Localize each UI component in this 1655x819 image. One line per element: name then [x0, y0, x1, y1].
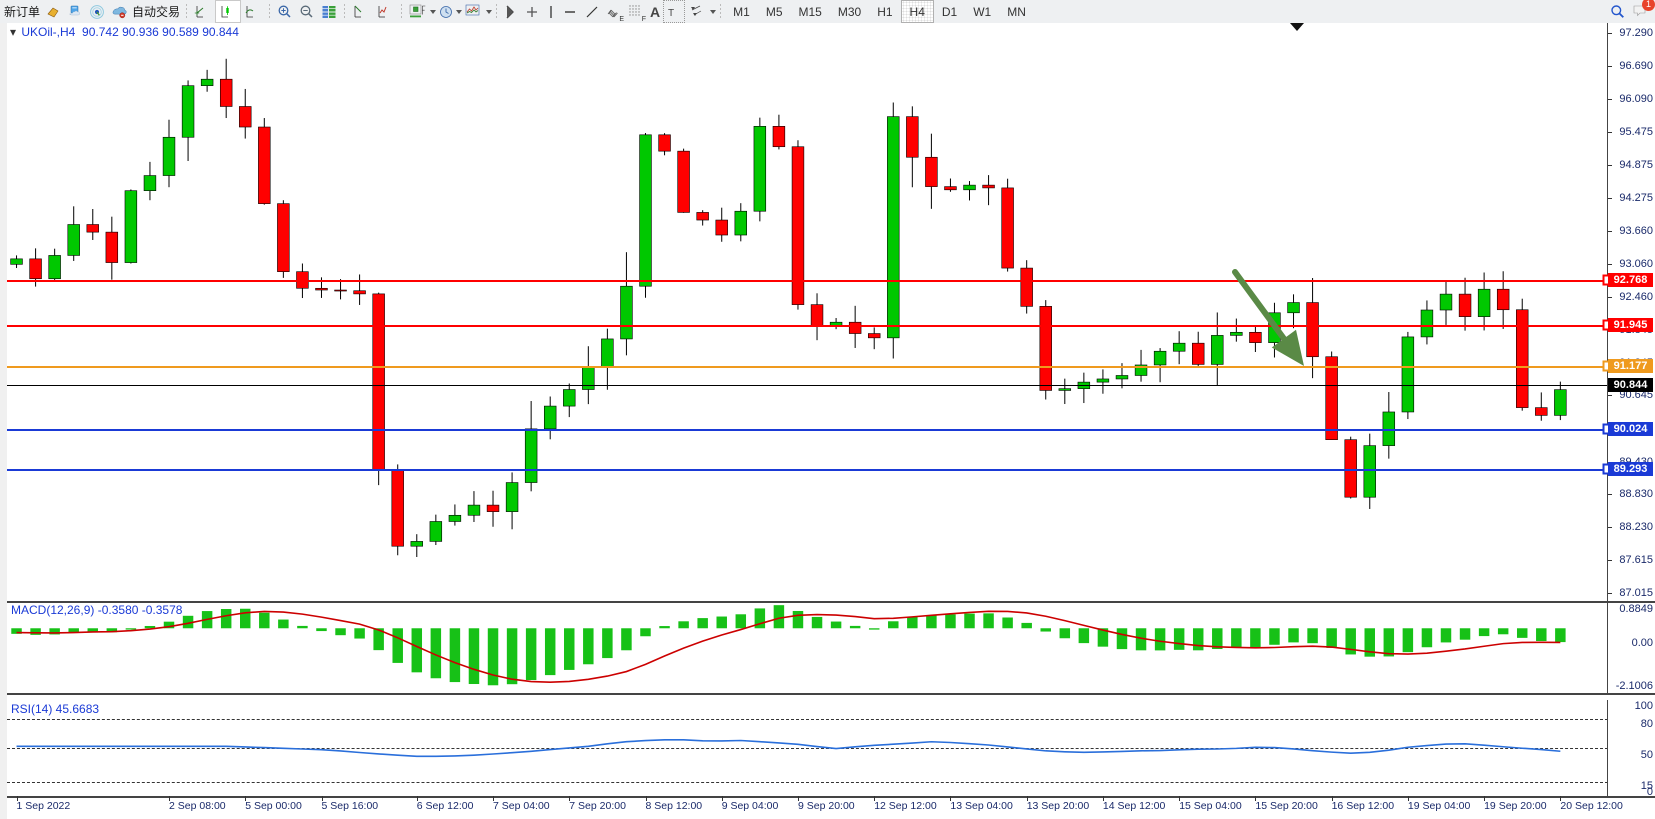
svg-text:T: T [668, 8, 674, 19]
